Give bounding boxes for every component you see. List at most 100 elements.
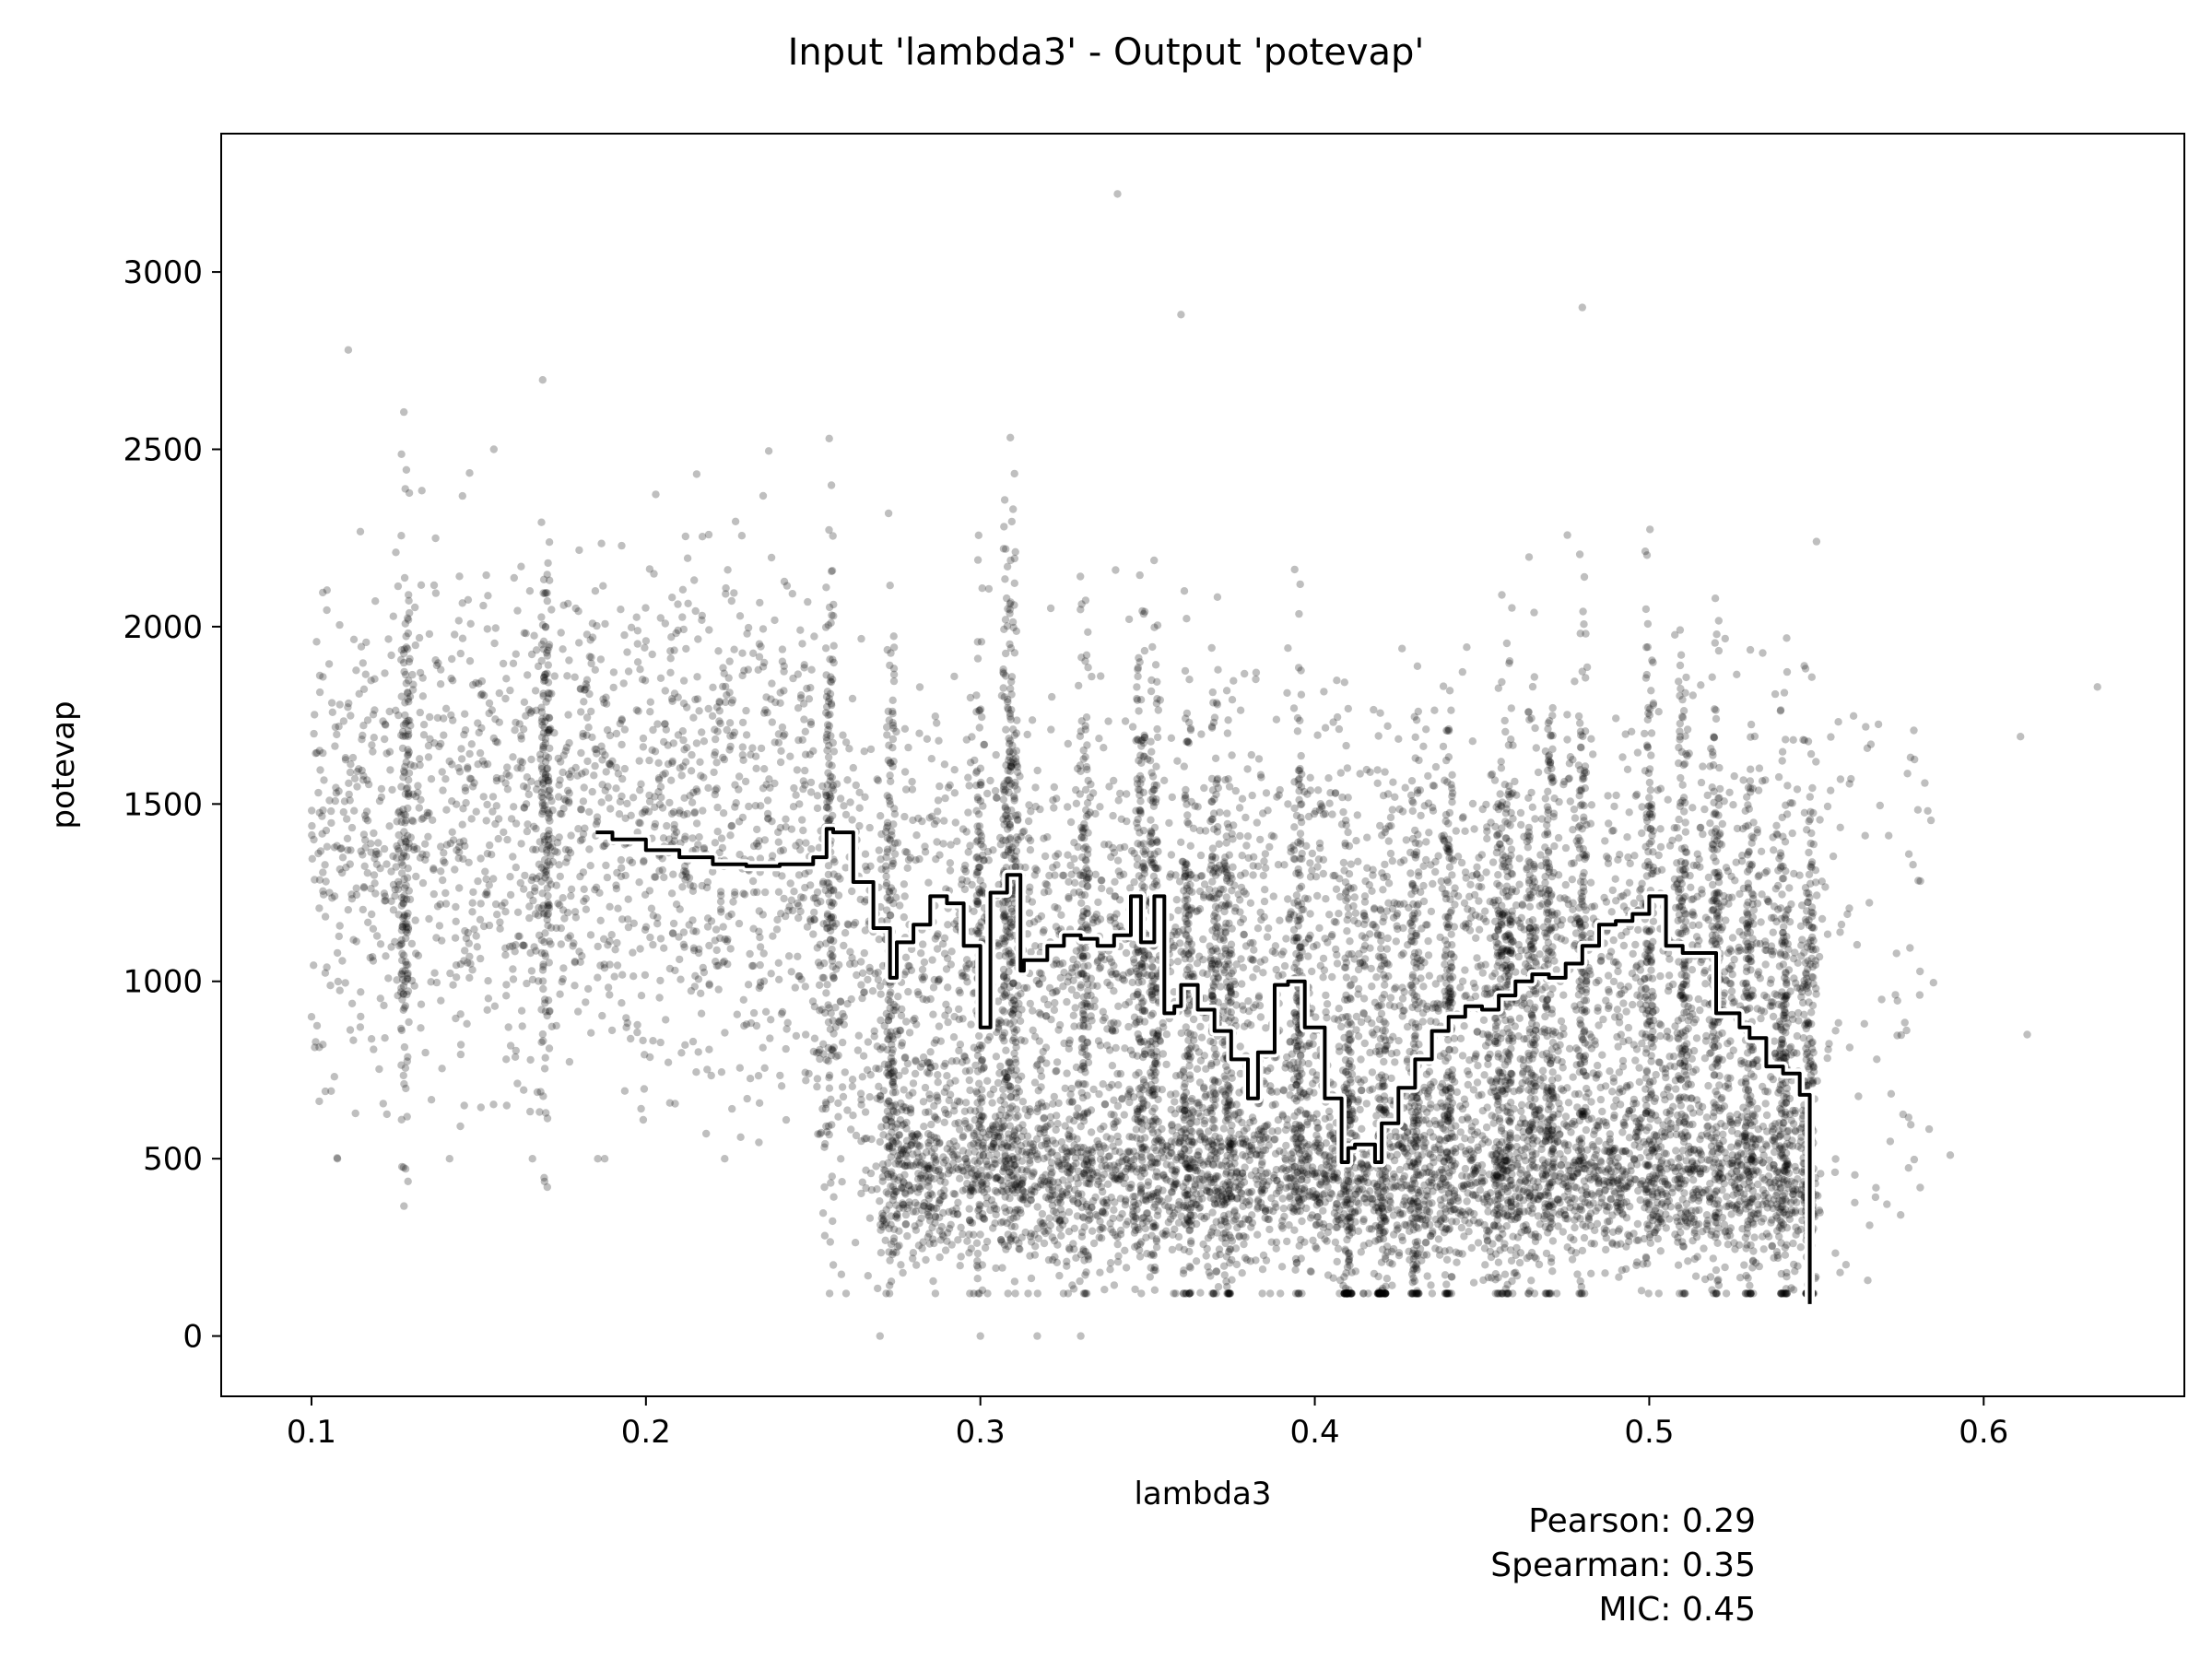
scatter-point (1563, 531, 1571, 539)
scatter-point (1677, 992, 1685, 1000)
scatter-point (653, 913, 662, 922)
scatter-point (1561, 1112, 1571, 1121)
scatter-point (1479, 914, 1488, 923)
scatter-point (1458, 977, 1467, 985)
scatter-point (1543, 1005, 1551, 1014)
scatter-point (490, 1002, 500, 1010)
scatter-point (320, 776, 328, 784)
scatter-point (1121, 1044, 1129, 1053)
scatter-point (645, 797, 654, 806)
scatter-point (1684, 1165, 1693, 1174)
scatter-point (1419, 862, 1428, 870)
scatter-point (1108, 1026, 1117, 1035)
scatter-point (1511, 777, 1519, 786)
scatter-point (843, 920, 852, 928)
scatter-point (1401, 783, 1409, 792)
scatter-point (914, 814, 923, 823)
scatter-point (1493, 1172, 1501, 1181)
scatter-point (453, 800, 461, 808)
scatter-point (1791, 948, 1799, 957)
scatter-point (1569, 1073, 1577, 1081)
scatter-point (1230, 677, 1238, 685)
scatter-point (967, 1244, 976, 1253)
scatter-point (1543, 909, 1551, 917)
scatter-point (918, 817, 926, 826)
scatter-point (1362, 765, 1371, 774)
scatter-point (1049, 1100, 1057, 1108)
scatter-point (381, 669, 389, 677)
scatter-point (389, 906, 398, 914)
scatter-point (1466, 880, 1475, 888)
scatter-point (777, 1009, 786, 1018)
scatter-point (1551, 1028, 1559, 1037)
scatter-point (352, 884, 360, 892)
scatter-point (1540, 962, 1549, 971)
scatter-point (1138, 963, 1147, 972)
scatter-point (500, 899, 509, 907)
scatter-point (1743, 1092, 1751, 1101)
scatter-point (1306, 859, 1314, 867)
scatter-point (656, 674, 665, 682)
scatter-point (715, 717, 724, 725)
scatter-point (345, 779, 353, 787)
scatter-point (636, 665, 644, 674)
scatter-point (735, 785, 743, 794)
scatter-point (1568, 876, 1577, 884)
scatter-point (996, 1062, 1005, 1071)
scatter-point (456, 1041, 465, 1049)
scatter-point (924, 878, 933, 887)
scatter-point (1714, 935, 1724, 943)
scatter-point (731, 781, 739, 789)
scatter-point (749, 649, 758, 657)
scatter-point (858, 969, 867, 978)
scatter-point (1695, 855, 1703, 864)
scatter-point (867, 1135, 876, 1144)
scatter-point (340, 797, 349, 806)
scatter-point (840, 802, 848, 810)
scatter-point (767, 695, 775, 703)
scatter-point (556, 872, 564, 881)
scatter-point (960, 885, 970, 894)
scatter-point (1484, 1053, 1493, 1063)
scatter-point (1673, 824, 1681, 832)
scatter-point (1041, 879, 1050, 888)
scatter-point (1518, 1069, 1527, 1078)
scatter-point (1345, 1116, 1354, 1125)
scatter-point (1696, 1006, 1704, 1015)
scatter-point (1483, 834, 1491, 843)
scatter-point (646, 708, 654, 716)
scatter-point (1624, 982, 1633, 991)
scatter-point (1400, 856, 1408, 865)
scatter-point (1488, 770, 1497, 779)
scatter-point (763, 796, 772, 805)
scatter-point (1419, 881, 1428, 890)
scatter-point (1529, 1071, 1537, 1080)
scatter-point (1700, 805, 1709, 814)
scatter-point (1069, 1011, 1078, 1020)
scatter-point (1181, 1146, 1189, 1154)
scatter-point (1308, 866, 1316, 875)
scatter-point (920, 958, 929, 967)
scatter-point (1622, 1007, 1630, 1016)
scatter-point (1335, 910, 1343, 918)
scatter-point (502, 1055, 511, 1064)
scatter-point (1034, 1100, 1043, 1109)
scatter-point (1366, 1048, 1374, 1057)
scatter-point (352, 666, 360, 675)
scatter-point (1483, 827, 1491, 836)
scatter-point (963, 978, 971, 986)
scatter-point (1095, 735, 1103, 743)
scatter-point (1017, 832, 1025, 841)
scatter-point (1390, 984, 1399, 994)
scatter-point (492, 776, 501, 785)
scatter-point (712, 961, 721, 971)
scatter-point (1725, 979, 1735, 988)
scatter-point (855, 788, 864, 796)
scatter-point (1726, 965, 1735, 974)
scatter-point (1256, 835, 1265, 844)
scatter-point (1385, 1036, 1394, 1044)
scatter-point (739, 995, 747, 1005)
scatter-point (875, 846, 883, 854)
scatter-point (1262, 864, 1270, 872)
scatter-point (1724, 1080, 1733, 1088)
